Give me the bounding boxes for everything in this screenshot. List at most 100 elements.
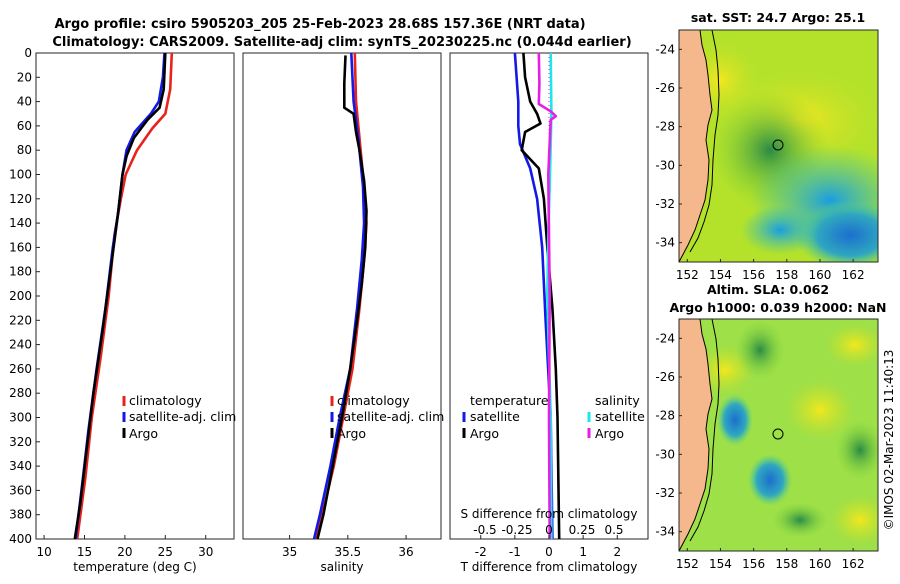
- map-y-tick-label: -26: [655, 81, 675, 95]
- salinity-panel: 35 35.5 36 salinity climatology satellite-…: [242, 52, 444, 574]
- y-tick-label: 40: [17, 95, 32, 109]
- y-tick-label: 140: [9, 216, 32, 230]
- map-x-tick-label: 156: [742, 557, 765, 571]
- temperature-axes-box: [35, 52, 235, 540]
- x-tick-label: 20: [117, 545, 132, 559]
- map-x-tick-label: 152: [676, 268, 699, 282]
- series-argo: [316, 55, 368, 540]
- y-tick-label: 80: [17, 143, 32, 157]
- legend-climatology-label: climatology: [129, 393, 202, 408]
- salinity-axes-box: [242, 52, 442, 540]
- header-line1: Argo profile: csiro 5905203_205 25-Feb-2…: [54, 17, 585, 32]
- legend-s-argo-label: Argo: [595, 426, 624, 441]
- legend-satellite-label: satellite-adj. clim: [337, 409, 444, 424]
- map-y-tick-label: -28: [655, 120, 675, 134]
- y-tick-label: 120: [9, 192, 32, 206]
- map-x-tick-label: 156: [742, 268, 765, 282]
- depth-contour: [689, 319, 720, 542]
- x-tick-label: 10: [36, 545, 51, 559]
- sst-map-title: sat. SST: 24.7 Argo: 25.1: [691, 10, 865, 25]
- difference-xlabel: T difference from climatology: [460, 560, 638, 574]
- x-tick-label: 0: [545, 545, 553, 559]
- difference-panel: -2 -1 0 1 2 T difference from climatology S …: [449, 52, 649, 574]
- sla-map-subtitle: Argo h1000: 0.039 h2000: NaN: [669, 300, 886, 315]
- x-tick-label: 15: [77, 545, 92, 559]
- land-australia: [679, 319, 712, 551]
- legend-temperature-title: temperature: [470, 393, 549, 408]
- series-temperature-satellite: [513, 52, 554, 540]
- y-tick-label: 340: [9, 459, 32, 473]
- legend-argo-label: Argo: [337, 426, 366, 441]
- map-x-tick-label: 154: [709, 268, 732, 282]
- float-marker: [772, 428, 784, 440]
- y-tick-label: 60: [17, 119, 32, 133]
- map-x-tick-label: 154: [709, 557, 732, 571]
- y-tick-label: 300: [9, 411, 32, 425]
- y-tick-label: 360: [9, 483, 32, 497]
- depth-contour: [689, 30, 720, 253]
- sst-map: sat. SST: 24.7 Argo: 25.1 152 154 156 158 16…: [655, 10, 879, 282]
- map-x-tick-label: 152: [676, 557, 699, 571]
- y-tick-label: 200: [9, 289, 32, 303]
- x-tick-label: 25: [158, 545, 173, 559]
- s-diff-tick-label: 0.25: [569, 523, 596, 537]
- y-tick-label: 160: [9, 240, 32, 254]
- s-diff-tick-label: 0.5: [604, 523, 623, 537]
- coastline: [679, 319, 713, 551]
- map-x-tick-label: 158: [775, 268, 798, 282]
- x-tick-label: 2: [613, 545, 621, 559]
- map-x-tick-label: 160: [809, 557, 832, 571]
- difference-xlabel2: S difference from climatology: [461, 507, 638, 521]
- legend-argo-label: Argo: [129, 426, 158, 441]
- map-y-tick-label: -32: [655, 486, 675, 500]
- y-tick-label: 100: [9, 168, 32, 182]
- legend-satellite-label: satellite-adj. clim: [129, 409, 236, 424]
- y-tick-label: 0: [24, 46, 32, 60]
- sst-map-frame: [678, 29, 879, 263]
- x-tick-label: 35: [282, 545, 297, 559]
- series-satellite-adj-clim: [312, 52, 366, 540]
- map-y-tick-label: -30: [655, 158, 675, 172]
- y-tick-label: 280: [9, 386, 32, 400]
- y-tick-label: 240: [9, 338, 32, 352]
- map-y-tick-label: -26: [655, 370, 675, 384]
- temperature-legend: climatology satellite-adj. clim Argo: [122, 393, 236, 441]
- y-tick-label: 380: [9, 508, 32, 522]
- s-diff-tick-label: -0.5: [473, 523, 496, 537]
- map-x-tick-label: 162: [842, 557, 865, 571]
- y-tick-label: 20: [17, 70, 32, 84]
- map-y-tick-label: -34: [655, 236, 675, 250]
- salinity-legend: climatology satellite-adj. clim Argo: [330, 393, 444, 441]
- legend-t-argo-label: Argo: [470, 426, 499, 441]
- map-y-tick-label: -24: [655, 42, 675, 56]
- salinity-xlabel: salinity: [320, 560, 363, 574]
- map-x-tick-label: 160: [809, 268, 832, 282]
- legend-climatology-label: climatology: [337, 393, 410, 408]
- map-x-tick-label: 158: [775, 557, 798, 571]
- y-tick-label: 320: [9, 435, 32, 449]
- difference-legend: temperature satellite Argo salinity sate…: [462, 393, 645, 441]
- x-tick-label: 35.5: [334, 545, 361, 559]
- map-y-tick-label: -32: [655, 197, 675, 211]
- series-temperature-argo: [520, 52, 561, 540]
- sla-map-frame: [678, 318, 879, 552]
- legend-t-satellite-label: satellite: [470, 409, 520, 424]
- map-y-tick-label: -30: [655, 447, 675, 461]
- sla-map: Altim. SLA: 0.062 Argo h1000: 0.039 h200…: [655, 282, 886, 571]
- map-y-tick-label: -28: [655, 409, 675, 423]
- map-y-tick-label: -34: [655, 525, 675, 539]
- x-tick-label: -2: [475, 545, 487, 559]
- x-tick-label: 30: [198, 545, 213, 559]
- y-tick-label: 180: [9, 265, 32, 279]
- y-tick-label: 220: [9, 313, 32, 327]
- map-y-tick-label: -24: [655, 331, 675, 345]
- sla-map-title: Altim. SLA: 0.062: [707, 282, 829, 297]
- x-tick-label: 36: [398, 545, 413, 559]
- legend-s-satellite-label: satellite: [595, 409, 645, 424]
- coastline: [679, 30, 713, 262]
- x-tick-label: -1: [509, 545, 521, 559]
- y-tick-label: 260: [9, 362, 32, 376]
- x-tick-label: 1: [579, 545, 587, 559]
- temperature-panel: 10 15 20 25 30020406080100120140160180200220…: [9, 46, 236, 574]
